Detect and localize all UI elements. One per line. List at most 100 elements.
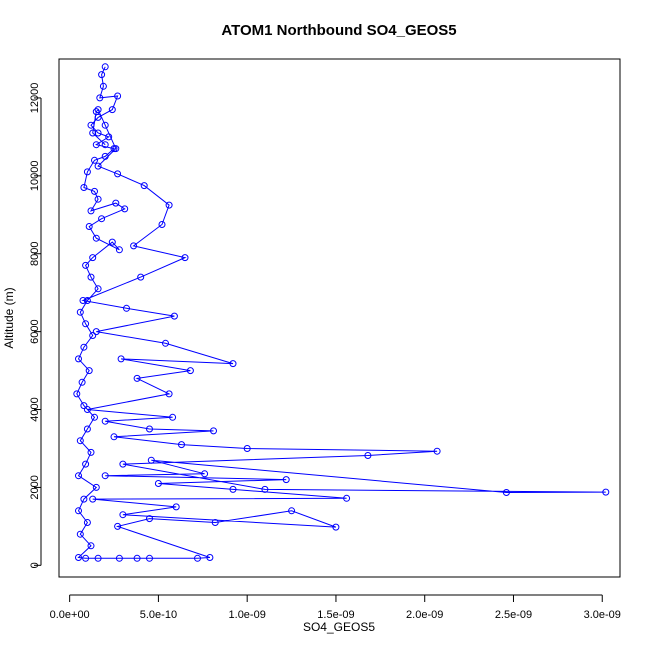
data-point [101,417,109,425]
data-point [82,460,90,468]
data-point [91,187,98,195]
data-point [229,360,237,368]
data-point [101,152,109,160]
data-point [78,378,86,386]
data-point [82,261,90,269]
data-point [194,554,201,562]
data-point [94,554,102,562]
data-point [101,472,109,480]
data-point [75,472,82,480]
data-point [114,92,122,100]
y-tick-label: 12000 [29,83,41,114]
y-tick-label: 2000 [29,475,41,499]
y-tick-label: 0 [29,562,41,568]
data-point [147,456,155,464]
y-tick-label: 4000 [29,397,41,421]
y-tick-label: 6000 [29,319,41,343]
data-point [101,63,109,71]
data-point [75,554,82,561]
data-point [133,554,141,562]
data-point [87,207,95,215]
x-tick-label: 1.0e-09 [229,609,266,621]
data-point [123,304,130,312]
data-point [364,452,372,459]
data-point [94,129,102,137]
data-point [201,470,209,478]
data-point [211,519,219,526]
data-point [80,184,88,191]
data-point [92,234,100,242]
data-point [76,437,84,445]
data-point [83,168,91,176]
data-point [94,162,102,170]
x-tick-label: 1.5e-09 [317,609,354,621]
data-point [89,495,97,503]
series-layer [73,63,610,562]
data-point [80,495,88,503]
data-point [89,254,97,262]
data-point [98,215,106,223]
data-point [114,522,122,530]
data-point [87,121,95,129]
y-axis-label: Altitude (m) [2,287,16,348]
x-tick-label: 2.5e-09 [495,609,532,621]
data-point [186,367,194,375]
data-point [119,511,127,519]
data-point [146,515,153,523]
data-point [92,483,100,491]
data-point [87,542,95,550]
data-point [73,390,81,398]
data-point [83,519,91,526]
data-point [146,425,153,433]
data-point [181,254,189,262]
data-point [89,332,97,339]
data-point [261,485,269,493]
data-point [108,238,116,246]
chart-title: ATOM1 Northbound SO4_GEOS5 [221,22,456,39]
data-point [83,297,91,304]
data-point [83,406,91,413]
data-point [85,367,93,375]
data-point [92,108,100,116]
data-point [112,199,120,207]
data-point [121,205,129,213]
y-tick-label: 10000 [29,161,41,192]
data-point [83,425,91,433]
data-point [79,297,87,304]
data-point [110,433,118,441]
data-point [91,413,98,421]
data-point [229,485,237,493]
data-point [115,554,123,562]
data-point [119,460,127,468]
data-point [94,106,102,114]
x-axis: 0.0e+00 5.0e-10 1.0e-09 1.5e-09 2.0e-09 2.5e-… [50,594,621,621]
data-point [602,488,610,496]
data-point [282,476,290,484]
x-tick-label: 5.0e-10 [140,609,177,621]
data-point [206,554,214,561]
y-tick-label: 8000 [29,241,41,265]
series-line [76,66,606,559]
data-point [115,246,123,254]
data-point [75,507,82,515]
data-point [87,448,95,456]
data-point [80,402,88,410]
data-point [165,201,173,209]
data-point [92,141,100,149]
data-point [96,94,104,102]
data-point [162,339,169,347]
data-point [99,82,107,90]
data-point [85,223,93,230]
data-point [343,494,351,502]
data-point [154,480,162,487]
data-point [89,129,97,137]
data-point [101,141,109,149]
x-axis-label: SO4_GEOS5 [303,620,375,634]
x-tick-label: 2.0e-09 [406,609,443,621]
data-point [288,507,296,515]
y-axis: 0 2000 4000 6000 8000 10000 12000 [29,83,42,568]
x-tick-label: 0.0e+00 [50,609,90,621]
data-point [98,71,106,79]
